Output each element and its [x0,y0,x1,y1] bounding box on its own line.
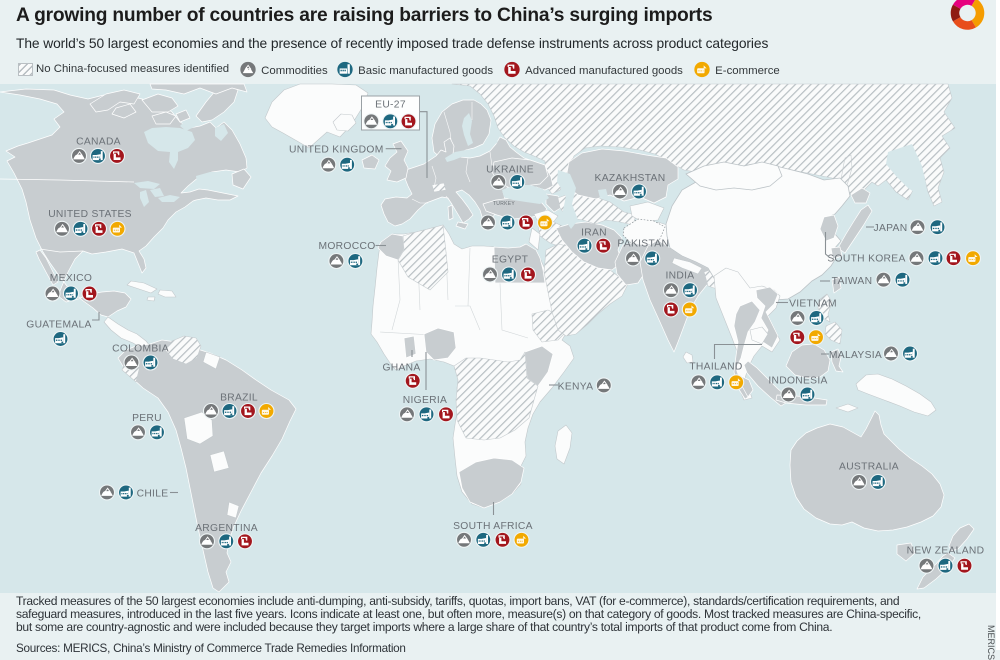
svg-text:CANADA: CANADA [76,137,121,148]
svg-text:MOROCCO: MOROCCO [318,241,375,252]
svg-text:INDIA: INDIA [666,271,695,282]
svg-text:BRAZIL: BRAZIL [220,393,258,404]
svg-text:KENYA: KENYA [558,382,594,393]
svg-text:GUATEMALA: GUATEMALA [26,320,91,331]
svg-text:EU-27: EU-27 [375,100,406,111]
svg-text:MALAYSIA: MALAYSIA [829,350,882,361]
svg-text:NIGERIA: NIGERIA [403,395,447,406]
svg-text:CHILE: CHILE [137,489,169,500]
svg-text:COLOMBIA: COLOMBIA [112,344,169,355]
svg-text:UNITED STATES: UNITED STATES [48,209,132,220]
svg-text:AUSTRALIA: AUSTRALIA [839,462,899,473]
svg-text:THAILAND: THAILAND [689,362,742,373]
svg-text:PAKISTAN: PAKISTAN [617,239,669,250]
svg-text:TAIWAN: TAIWAN [832,276,873,287]
svg-text:EGYPT: EGYPT [492,255,529,266]
svg-text:JAPAN: JAPAN [874,223,908,234]
svg-text:SOUTH KOREA: SOUTH KOREA [827,254,905,265]
svg-text:ARGENTINA: ARGENTINA [195,523,258,534]
svg-text:IRAN: IRAN [581,228,607,239]
svg-text:INDONESIA: INDONESIA [768,376,827,387]
svg-text:MEXICO: MEXICO [50,273,92,284]
svg-text:UKRAINE: UKRAINE [486,165,534,176]
svg-text:KAZAKHSTAN: KAZAKHSTAN [595,173,666,184]
svg-text:NEW ZEALAND: NEW ZEALAND [907,546,985,557]
svg-text:UNITED KINGDOM: UNITED KINGDOM [289,145,384,156]
svg-text:VIETNAM: VIETNAM [789,299,837,310]
svg-text:TURKEY: TURKEY [493,201,515,207]
svg-text:PERU: PERU [132,413,162,424]
svg-text:GHANA: GHANA [382,363,420,374]
svg-text:SOUTH AFRICA: SOUTH AFRICA [453,521,533,532]
